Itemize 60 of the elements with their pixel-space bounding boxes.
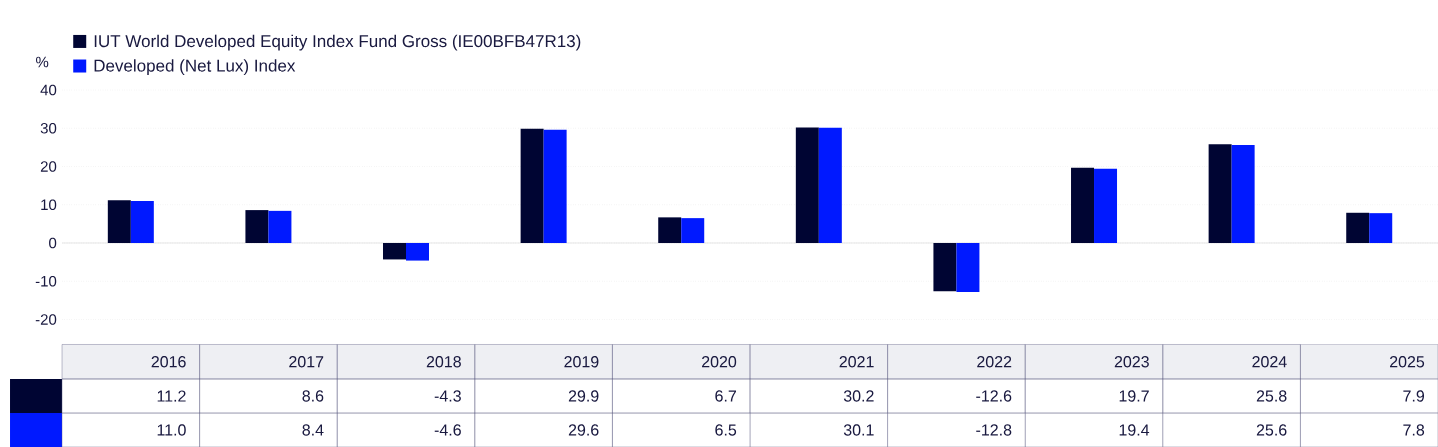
data-label: 19.4: [1119, 424, 1150, 436]
x-tick-label: 2021: [839, 356, 874, 368]
bar: [933, 242, 957, 292]
data-label: 30.1: [843, 424, 874, 436]
data-label: 6.7: [715, 390, 736, 402]
x-tick-label: 2017: [289, 356, 324, 368]
legend-label: IUT World Developed Equity Index Fund Gross (IE00BFB47R13): [94, 34, 581, 51]
data-label: 19.7: [1119, 390, 1149, 402]
x-tick-label: 2022: [977, 356, 1012, 368]
bar: [1094, 168, 1118, 243]
data-label: 29.9: [568, 390, 599, 402]
x-tick-label: 2024: [1252, 356, 1287, 368]
y-tick-label: -10: [35, 275, 57, 287]
y-tick-label: 0: [49, 237, 57, 249]
x-tick-label: 2019: [564, 356, 599, 368]
bar: [1346, 212, 1370, 243]
bar: [818, 127, 842, 243]
data-label: -4.6: [434, 424, 461, 436]
bar: [520, 128, 544, 243]
y-tick-label: -20: [35, 314, 57, 325]
x-tick-label: 2018: [426, 356, 461, 368]
y-tick-label: 30: [40, 122, 57, 134]
bar: [130, 200, 154, 243]
bar: [658, 217, 682, 243]
y-axis-title: %: [36, 56, 49, 68]
data-label: 29.6: [568, 424, 599, 436]
x-tick-label: 2023: [1114, 356, 1149, 368]
bar: [956, 242, 980, 292]
data-label: 25.8: [1256, 390, 1287, 402]
y-tick-label: 20: [40, 161, 57, 172]
data-label: 8.6: [302, 390, 324, 402]
bar: [1071, 167, 1095, 243]
data-label: 7.8: [1403, 424, 1425, 436]
bar: [1231, 145, 1255, 243]
x-tick-label: 2020: [702, 356, 737, 368]
data-label: 7.9: [1403, 390, 1425, 402]
legend-label: Developed (Net Lux) Index: [94, 59, 296, 76]
x-tick-label: 2016: [151, 356, 186, 368]
data-label: -4.3: [434, 390, 461, 402]
x-tick-label: 2025: [1390, 356, 1425, 368]
data-label: 6.5: [715, 424, 737, 436]
y-tick-label: 40: [40, 84, 57, 96]
bar: [383, 242, 407, 260]
bar: [107, 200, 131, 243]
data-label: -12.6: [976, 390, 1012, 402]
bar: [681, 218, 705, 243]
data-label: 11.2: [157, 390, 186, 402]
data-label: 25.6: [1256, 424, 1287, 436]
bar: [543, 129, 567, 243]
data-label: 11.0: [157, 424, 186, 436]
bar: [1369, 213, 1393, 243]
data-label: 8.4: [302, 424, 324, 436]
bar: [406, 242, 430, 261]
data-label: 30.2: [843, 390, 874, 402]
bar: [795, 127, 819, 243]
y-tick-label: 10: [41, 199, 57, 211]
bar: [245, 210, 269, 243]
bar: [268, 210, 292, 243]
data-label: -12.8: [976, 424, 1012, 436]
bar: [1208, 144, 1232, 243]
